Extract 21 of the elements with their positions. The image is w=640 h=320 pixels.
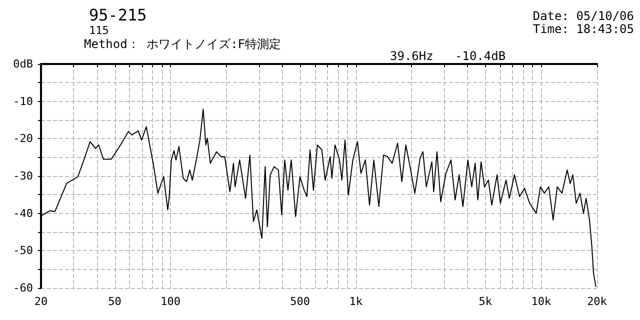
- x-tick-label: 10k: [531, 295, 552, 308]
- x-tick-label: 1k: [349, 295, 363, 308]
- text: Date: 05/10/06: [532, 9, 634, 23]
- chart-title: 95-215: [89, 6, 147, 24]
- text: 39.6Hz -10.4dB: [390, 49, 506, 63]
- x-tick-label: 5k: [478, 295, 492, 308]
- y-tick-label: -40: [13, 206, 33, 220]
- x-tick-label: 20: [34, 295, 48, 308]
- y-tick-label: -20: [13, 132, 33, 146]
- x-tick-label: 100: [160, 295, 180, 308]
- x-tick-label: 500: [290, 295, 310, 308]
- y-tick-label: -50: [13, 244, 33, 258]
- x-tick-label: 20k: [587, 295, 608, 308]
- y-tick-label: 0dB: [13, 58, 34, 70]
- y-tick-label: -10: [13, 94, 33, 108]
- text: Method： ホワイトノイズ:F特測定: [84, 37, 282, 51]
- y-tick-label: -60: [13, 282, 33, 294]
- chart-subtitle: 115: [89, 24, 109, 37]
- text: Time: 18:43:05: [532, 22, 634, 36]
- y-tick-label: -30: [13, 170, 33, 182]
- x-tick-label: 50: [108, 295, 122, 308]
